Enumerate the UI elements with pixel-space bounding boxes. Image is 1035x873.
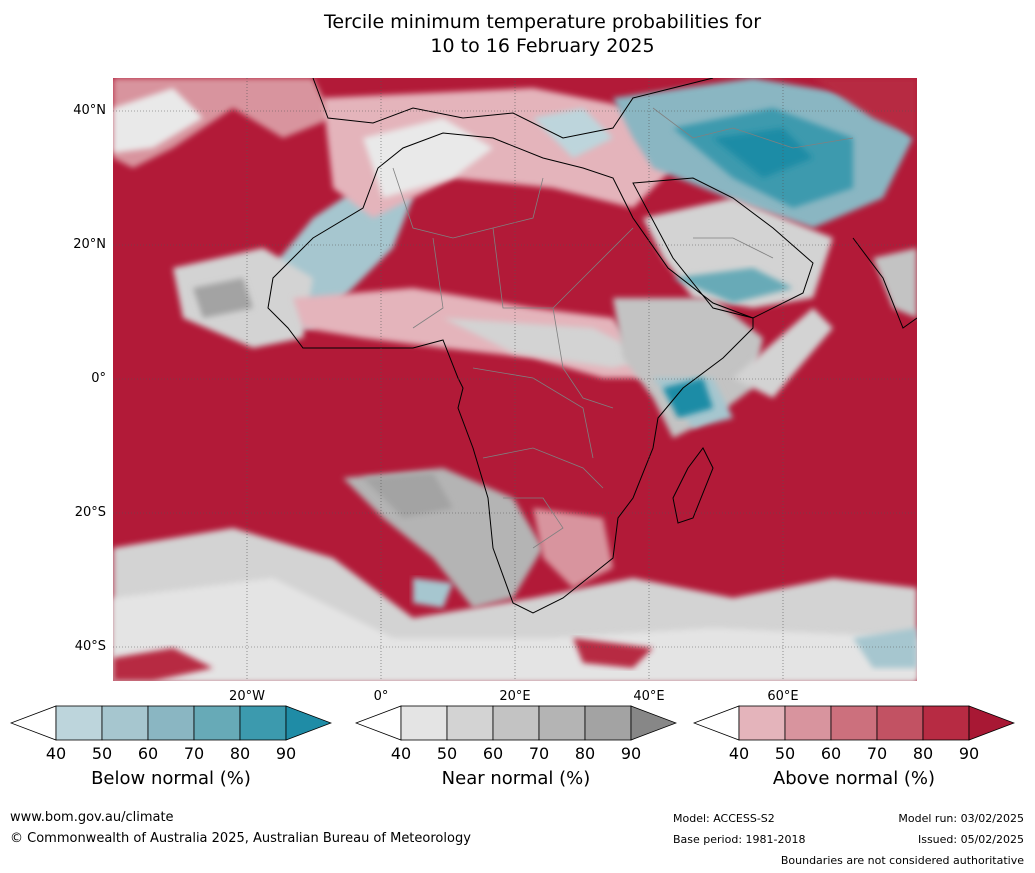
colorbar-tick-label: 40: [728, 744, 750, 763]
colorbar-extend-high: [630, 705, 677, 741]
colorbar-segment: [446, 705, 494, 741]
lat-label: 20°S: [74, 505, 106, 520]
country-borders: [392, 107, 854, 549]
lon-label: 60°E: [767, 689, 799, 704]
india-coastline: [852, 237, 917, 329]
map-title: Tercile minimum temperature probabilitie…: [0, 10, 1035, 58]
colorbar-segment: [922, 705, 970, 741]
lon-label: 40°E: [633, 689, 665, 704]
below-normal-label: Below normal (%): [91, 768, 251, 789]
base-period-text: Base period: 1981-2018: [673, 833, 806, 846]
colorbar-segment: [239, 705, 287, 741]
colorbar-segment: [101, 705, 149, 741]
lon-label: 20°W: [229, 689, 265, 704]
near-normal-label: Near normal (%): [441, 768, 591, 789]
colorbar-segment: [584, 705, 632, 741]
above-normal-label: Above normal (%): [772, 768, 936, 789]
title-line-2: 10 to 16 February 2025: [430, 35, 655, 57]
probability-map: [113, 78, 917, 681]
copyright-text: © Commonwealth of Australia 2025, Austra…: [10, 831, 471, 846]
coastlines: [267, 78, 917, 614]
colorbar-segment: [830, 705, 878, 741]
arabia-coastline: [632, 177, 814, 319]
lat-label: 0°: [91, 371, 106, 386]
lat-label: 20°N: [73, 237, 106, 252]
issued-text: Issued: 05/02/2025: [917, 833, 1024, 846]
lat-label: 40°S: [74, 639, 106, 654]
colorbar-tick-label: 40: [45, 744, 67, 763]
website-link[interactable]: www.bom.gov.au/climate: [10, 810, 174, 825]
colorbar-extend-low: [10, 705, 57, 741]
graticule: [113, 78, 917, 681]
disclaimer-text: Boundaries are not considered authoritat…: [780, 854, 1024, 867]
near-normal-colorbar: [355, 705, 677, 741]
colorbar-segment: [193, 705, 241, 741]
colorbar-tick-label: 70: [183, 744, 205, 763]
colorbar-segment: [876, 705, 924, 741]
above-normal-colorbar: [693, 705, 1015, 741]
colorbar-segment: [738, 705, 786, 741]
colorbar-tick-label: 50: [774, 744, 796, 763]
colorbar-tick-label: 70: [528, 744, 550, 763]
colorbar-segment: [538, 705, 586, 741]
colorbar-tick-label: 60: [137, 744, 159, 763]
colorbar-tick-label: 50: [436, 744, 458, 763]
lat-label: 40°N: [73, 103, 106, 118]
colorbar-tick-label: 60: [482, 744, 504, 763]
colorbar-extend-low: [693, 705, 740, 741]
model-run-text: Model run: 03/02/2025: [898, 812, 1024, 825]
colorbar-extend-high: [285, 705, 332, 741]
colorbar-tick-label: 90: [620, 744, 642, 763]
colorbar-segment: [492, 705, 540, 741]
colorbar-tick-label: 80: [229, 744, 251, 763]
title-line-1: Tercile minimum temperature probabilitie…: [323, 11, 762, 33]
colorbar-segment: [55, 705, 103, 741]
colorbar-tick-label: 80: [574, 744, 596, 763]
africa-coastline: [267, 132, 754, 614]
model-text: Model: ACCESS-S2: [673, 812, 775, 825]
colorbar-tick-label: 40: [390, 744, 412, 763]
colorbar-segment: [784, 705, 832, 741]
colorbar-extend-low: [355, 705, 402, 741]
colorbar-tick-label: 50: [91, 744, 113, 763]
colorbar-tick-label: 90: [958, 744, 980, 763]
below-normal-colorbar: [10, 705, 332, 741]
lon-label: 0°: [373, 689, 389, 704]
lon-label: 20°E: [499, 689, 531, 704]
colorbar-segment: [147, 705, 195, 741]
colorbar-tick-label: 70: [866, 744, 888, 763]
colorbar-tick-label: 60: [820, 744, 842, 763]
madagascar-coastline: [672, 447, 714, 524]
colorbar-tick-label: 90: [275, 744, 297, 763]
colorbar-segment: [400, 705, 448, 741]
europe-coastline: [312, 78, 714, 139]
colorbar-tick-label: 80: [912, 744, 934, 763]
colorbar-extend-high: [968, 705, 1015, 741]
